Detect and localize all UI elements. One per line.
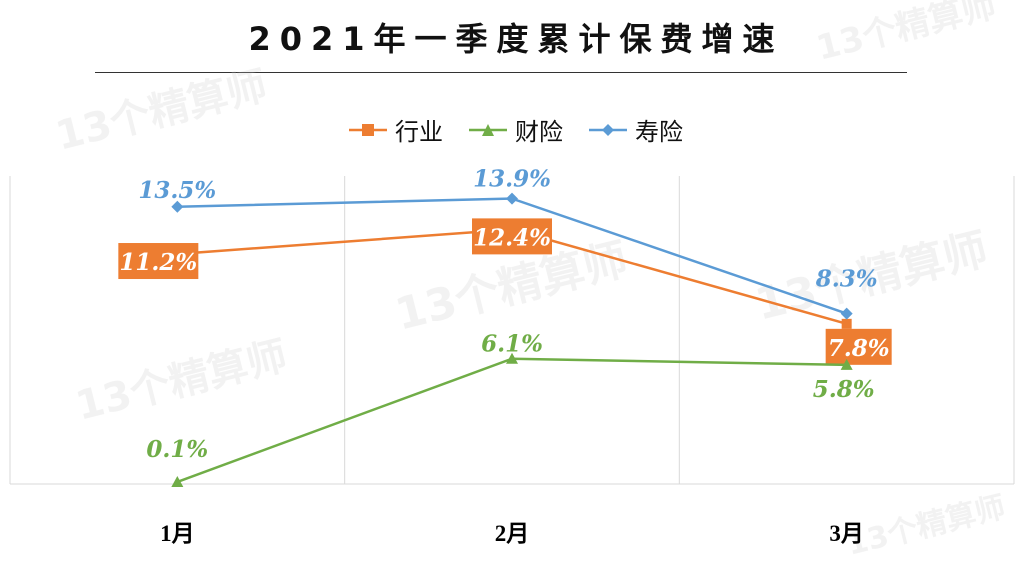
watermark-text: 13个精算师 [51, 63, 271, 160]
watermark-text: 13个精算师 [813, 0, 1001, 69]
x-tick-label: 1月 [160, 521, 195, 546]
data-label: 7.8% [828, 335, 890, 362]
data-label: 0.1% [146, 436, 208, 463]
legend-item-industry: 行业 [349, 112, 443, 147]
data-point [506, 352, 518, 364]
data-point [171, 475, 184, 487]
data-label: 13.5% [138, 177, 216, 204]
x-tick-label: 2月 [495, 521, 530, 546]
data-label: 11.2% [119, 249, 197, 276]
data-point [506, 192, 518, 205]
data-label: 8.3% [815, 266, 878, 293]
legend-item-life: 寿险 [589, 112, 683, 147]
legend-marker-industry [349, 123, 387, 136]
data-point [841, 318, 852, 329]
data-label: 13.9% [473, 166, 551, 193]
chart-title: 2021年一季度累计保费增速 [248, 20, 784, 58]
data-point [171, 200, 184, 213]
legend-label-property: 财险 [515, 118, 563, 146]
legend-item-property: 财险 [469, 112, 563, 147]
legend-marker-life [589, 123, 627, 136]
data-label: 12.4% [473, 224, 551, 251]
watermark-text: 13个精算师 [843, 490, 1008, 562]
x-tick-label: 3月 [829, 521, 864, 546]
data-point [840, 307, 853, 320]
legend-marker-property [469, 123, 507, 136]
legend-label-life: 寿险 [635, 118, 683, 146]
legend-label-industry: 行业 [395, 118, 443, 146]
data-label-box [825, 328, 892, 365]
title-divider [95, 72, 907, 73]
chart-legend: 行业 财险 寿险 [0, 112, 1032, 147]
data-label-box [472, 218, 552, 255]
data-label: 5.8% [813, 376, 875, 403]
data-point [840, 358, 853, 370]
watermark-text: 13个精算师 [71, 333, 291, 430]
data-label: 6.1% [481, 331, 543, 358]
data-label-box [118, 243, 199, 280]
